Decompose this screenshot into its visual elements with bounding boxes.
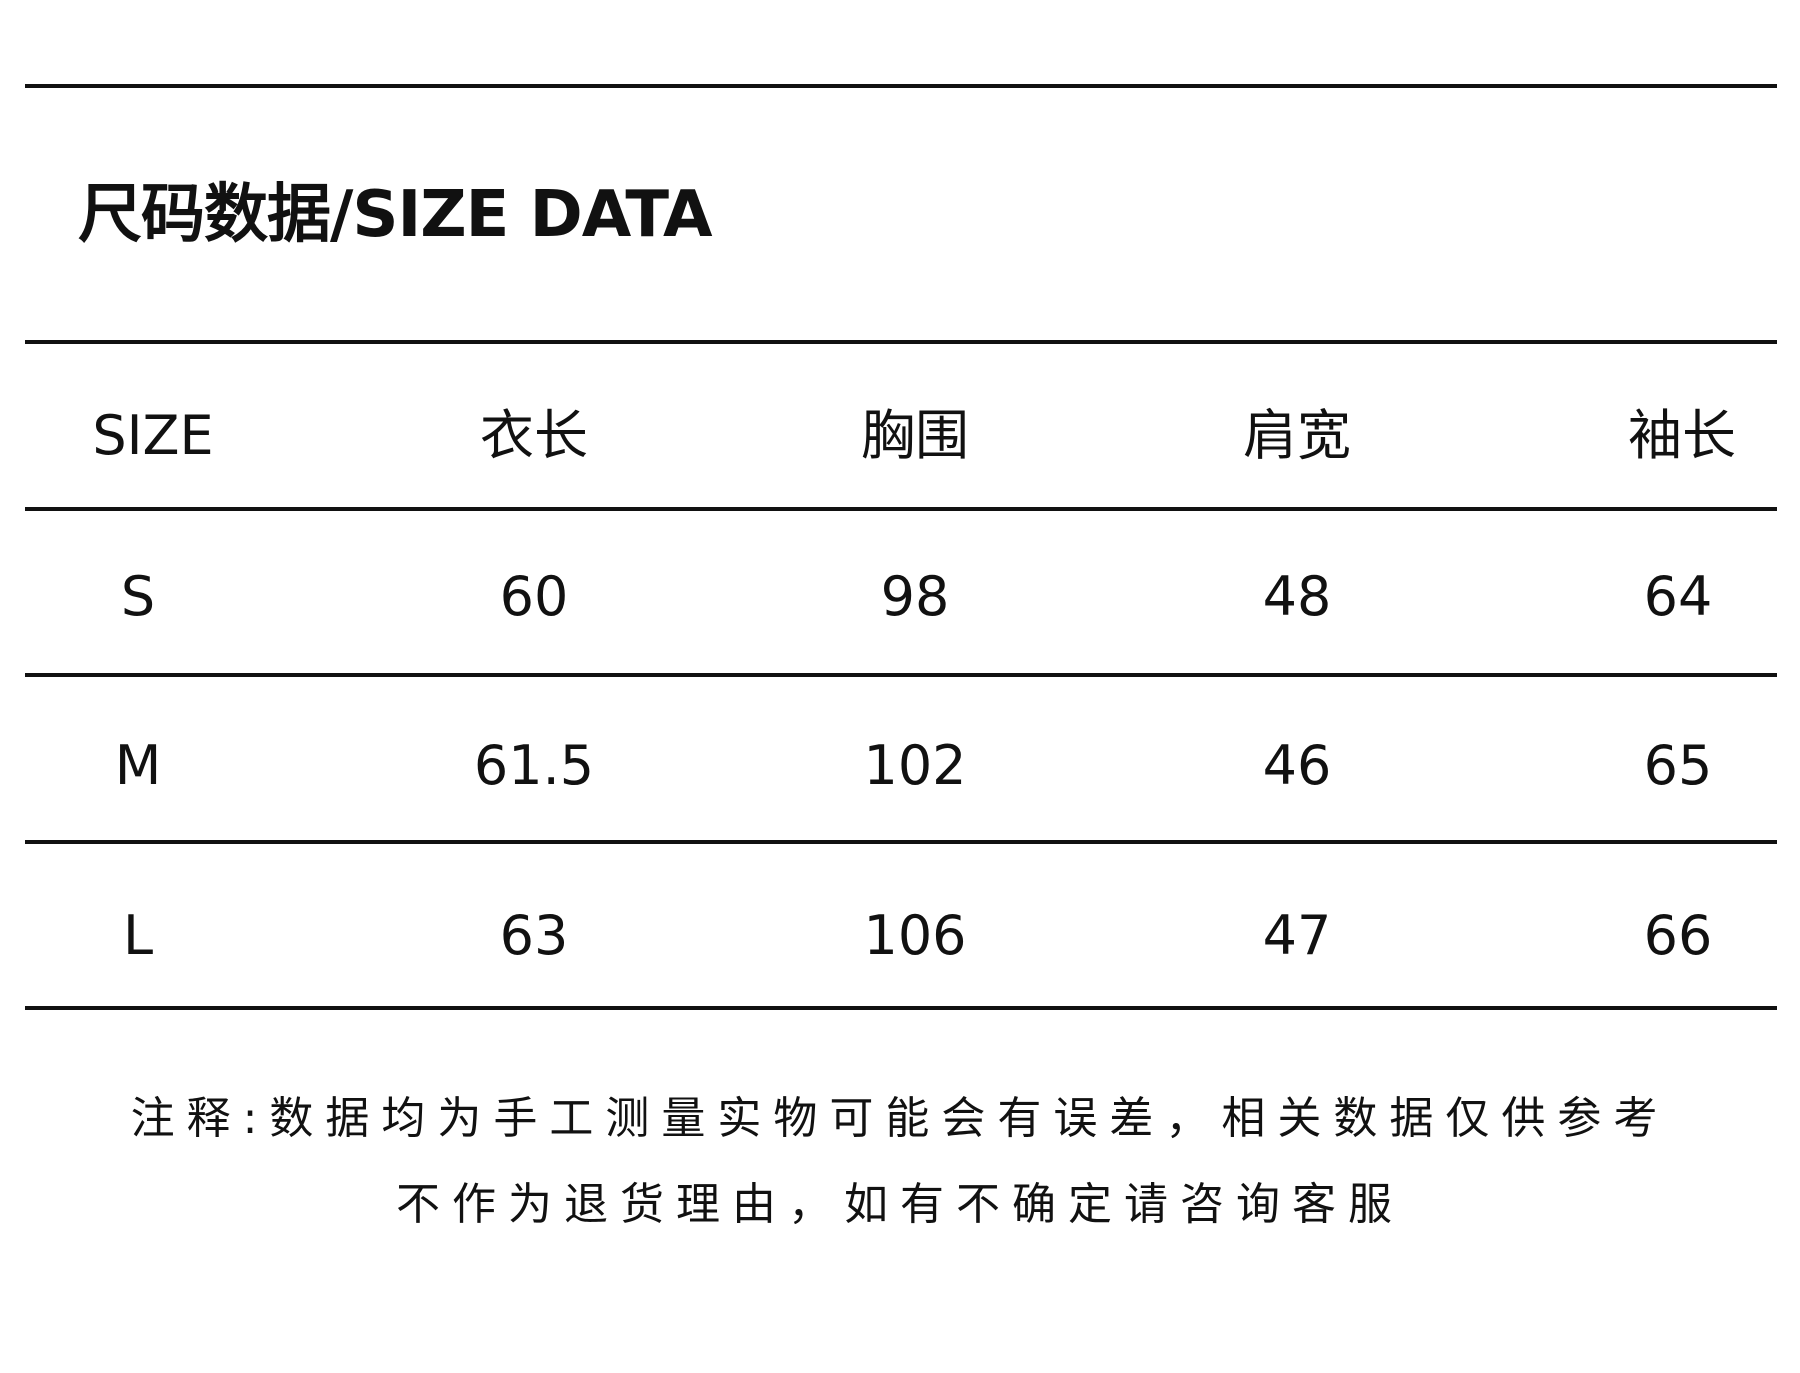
header-shoulder: 肩宽 (1243, 404, 1351, 467)
cell-shoulder: 48 (1262, 565, 1332, 628)
note-line-1: 注释:数据均为手工测量实物可能会有误差，相关数据仅供参考 (130, 1093, 1670, 1144)
cell-length: 60 (499, 565, 569, 628)
header-chest: 胸围 (861, 404, 969, 467)
cell-chest: 98 (880, 565, 950, 628)
cell-chest: 102 (863, 734, 967, 797)
cell-size: M (114, 734, 162, 797)
cell-sleeve: 64 (1643, 565, 1713, 628)
cell-length: 63 (499, 904, 569, 967)
cell-size: L (122, 904, 154, 967)
header-bottom-border (25, 507, 1777, 511)
cell-chest: 106 (863, 904, 967, 967)
table-top-border (25, 340, 1777, 344)
page-title: 尺码数据/SIZE DATA (78, 178, 713, 252)
cell-shoulder: 46 (1262, 734, 1332, 797)
top-divider (25, 84, 1777, 88)
cell-sleeve: 65 (1643, 734, 1713, 797)
note-line-2: 不作为退货理由，如有不确定请咨询客服 (396, 1179, 1404, 1230)
row-divider (25, 673, 1777, 677)
cell-shoulder: 47 (1262, 904, 1332, 967)
row-divider (25, 840, 1777, 844)
cell-length: 61.5 (473, 734, 595, 797)
header-sleeve: 袖长 (1628, 404, 1736, 467)
cell-sleeve: 66 (1643, 904, 1713, 967)
cell-size: S (120, 565, 156, 628)
header-size: SIZE (92, 404, 214, 467)
header-length: 衣长 (480, 404, 588, 467)
table-bottom-border (25, 1006, 1777, 1010)
